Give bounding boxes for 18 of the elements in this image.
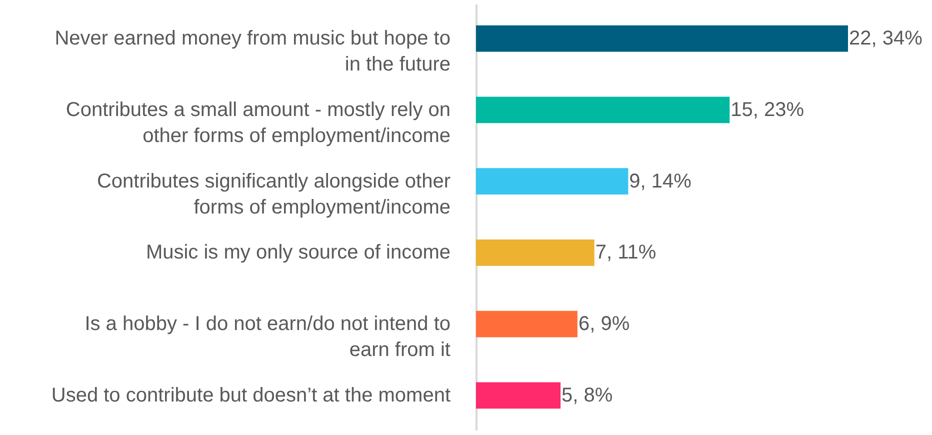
data-label: 9, 14% <box>629 170 692 192</box>
bar <box>476 168 628 195</box>
bar <box>476 25 848 52</box>
y-tick-label: Contributes significantly alongside other forms of employment/income <box>96 170 451 218</box>
bar <box>476 96 730 124</box>
y-tick-label: Never earned money from music but hope to in the future <box>54 28 450 76</box>
data-label: 5, 8% <box>562 384 613 406</box>
y-tick-label: Is a hobby - I do not earn/do not intend to earn from it <box>84 313 451 362</box>
y-tick-label: Used to contribute but doesn’t at the moment <box>51 384 451 406</box>
data-label: 7, 11% <box>595 242 656 264</box>
bar <box>476 239 594 266</box>
y-tick-label: Contributes a small amount - mostly rely on other forms of employment/income <box>66 98 450 147</box>
y-tick-label: Music is my only source of income <box>146 242 450 264</box>
data-label: 15, 23% <box>730 98 804 121</box>
data-label: 6, 9% <box>578 313 630 336</box>
bar <box>476 382 561 409</box>
data-label: 22, 34% <box>849 28 923 50</box>
bar <box>476 310 578 338</box>
